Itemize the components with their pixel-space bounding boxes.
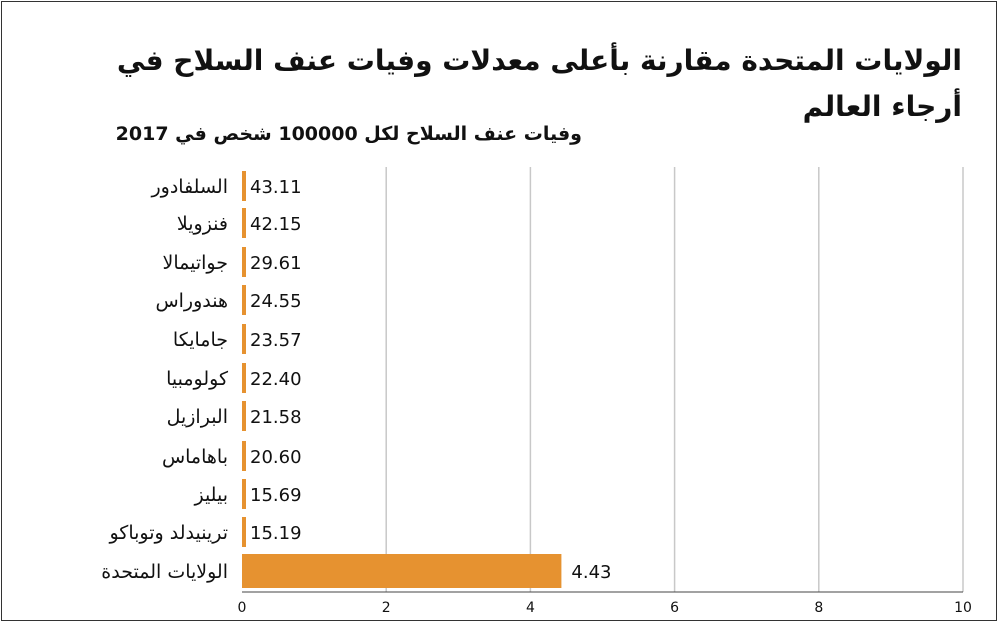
category-label: بيليز bbox=[193, 484, 228, 506]
value-label: 21.58 bbox=[250, 407, 302, 428]
bar bbox=[242, 285, 246, 315]
value-label: 15.19 bbox=[250, 523, 302, 544]
bar bbox=[242, 363, 246, 393]
value-label: 20.60 bbox=[250, 447, 302, 468]
category-label: جواتيمالا bbox=[163, 252, 228, 274]
category-label: السلفادور bbox=[150, 176, 228, 198]
value-label: 4.43 bbox=[571, 562, 611, 583]
category-label: باهاماس bbox=[162, 446, 228, 468]
category-label: جامايكا bbox=[173, 329, 228, 351]
bar bbox=[242, 208, 246, 238]
value-label: 22.40 bbox=[250, 369, 302, 390]
bar bbox=[242, 171, 246, 201]
x-tick-label: 6 bbox=[670, 600, 679, 616]
value-label: 43.11 bbox=[250, 177, 302, 198]
value-label: 23.57 bbox=[250, 330, 302, 351]
x-tick-label: 10 bbox=[954, 600, 972, 616]
chart-subtitle: وفيات عنف السلاح لكل 100000 شخص في 2017 bbox=[115, 123, 582, 145]
bar bbox=[242, 479, 246, 509]
category-label: الولايات المتحدة bbox=[101, 561, 228, 583]
category-label: البرازيل bbox=[167, 406, 228, 428]
bar bbox=[242, 517, 246, 547]
bar bbox=[242, 324, 246, 354]
chart-title: الولايات المتحدة مقارنة بأعلى معدلات وفي… bbox=[116, 44, 962, 123]
bar bbox=[242, 441, 246, 471]
bar bbox=[242, 401, 246, 431]
value-label: 15.69 bbox=[250, 485, 302, 506]
value-label: 24.55 bbox=[250, 291, 302, 312]
category-label: ترينيدلد وتوباكو bbox=[108, 522, 228, 544]
category-label: هندوراس bbox=[155, 290, 228, 312]
bar bbox=[242, 247, 246, 277]
category-label: فنزويلا bbox=[177, 213, 228, 235]
x-tick-label: 0 bbox=[238, 600, 247, 616]
x-tick-label: 8 bbox=[814, 600, 823, 616]
category-label: كولومبيا bbox=[166, 368, 229, 390]
x-tick-label: 4 bbox=[526, 600, 535, 616]
value-label: 42.15 bbox=[250, 214, 302, 235]
value-label: 29.61 bbox=[250, 253, 302, 274]
x-tick-label: 2 bbox=[382, 600, 391, 616]
bar bbox=[242, 554, 562, 588]
